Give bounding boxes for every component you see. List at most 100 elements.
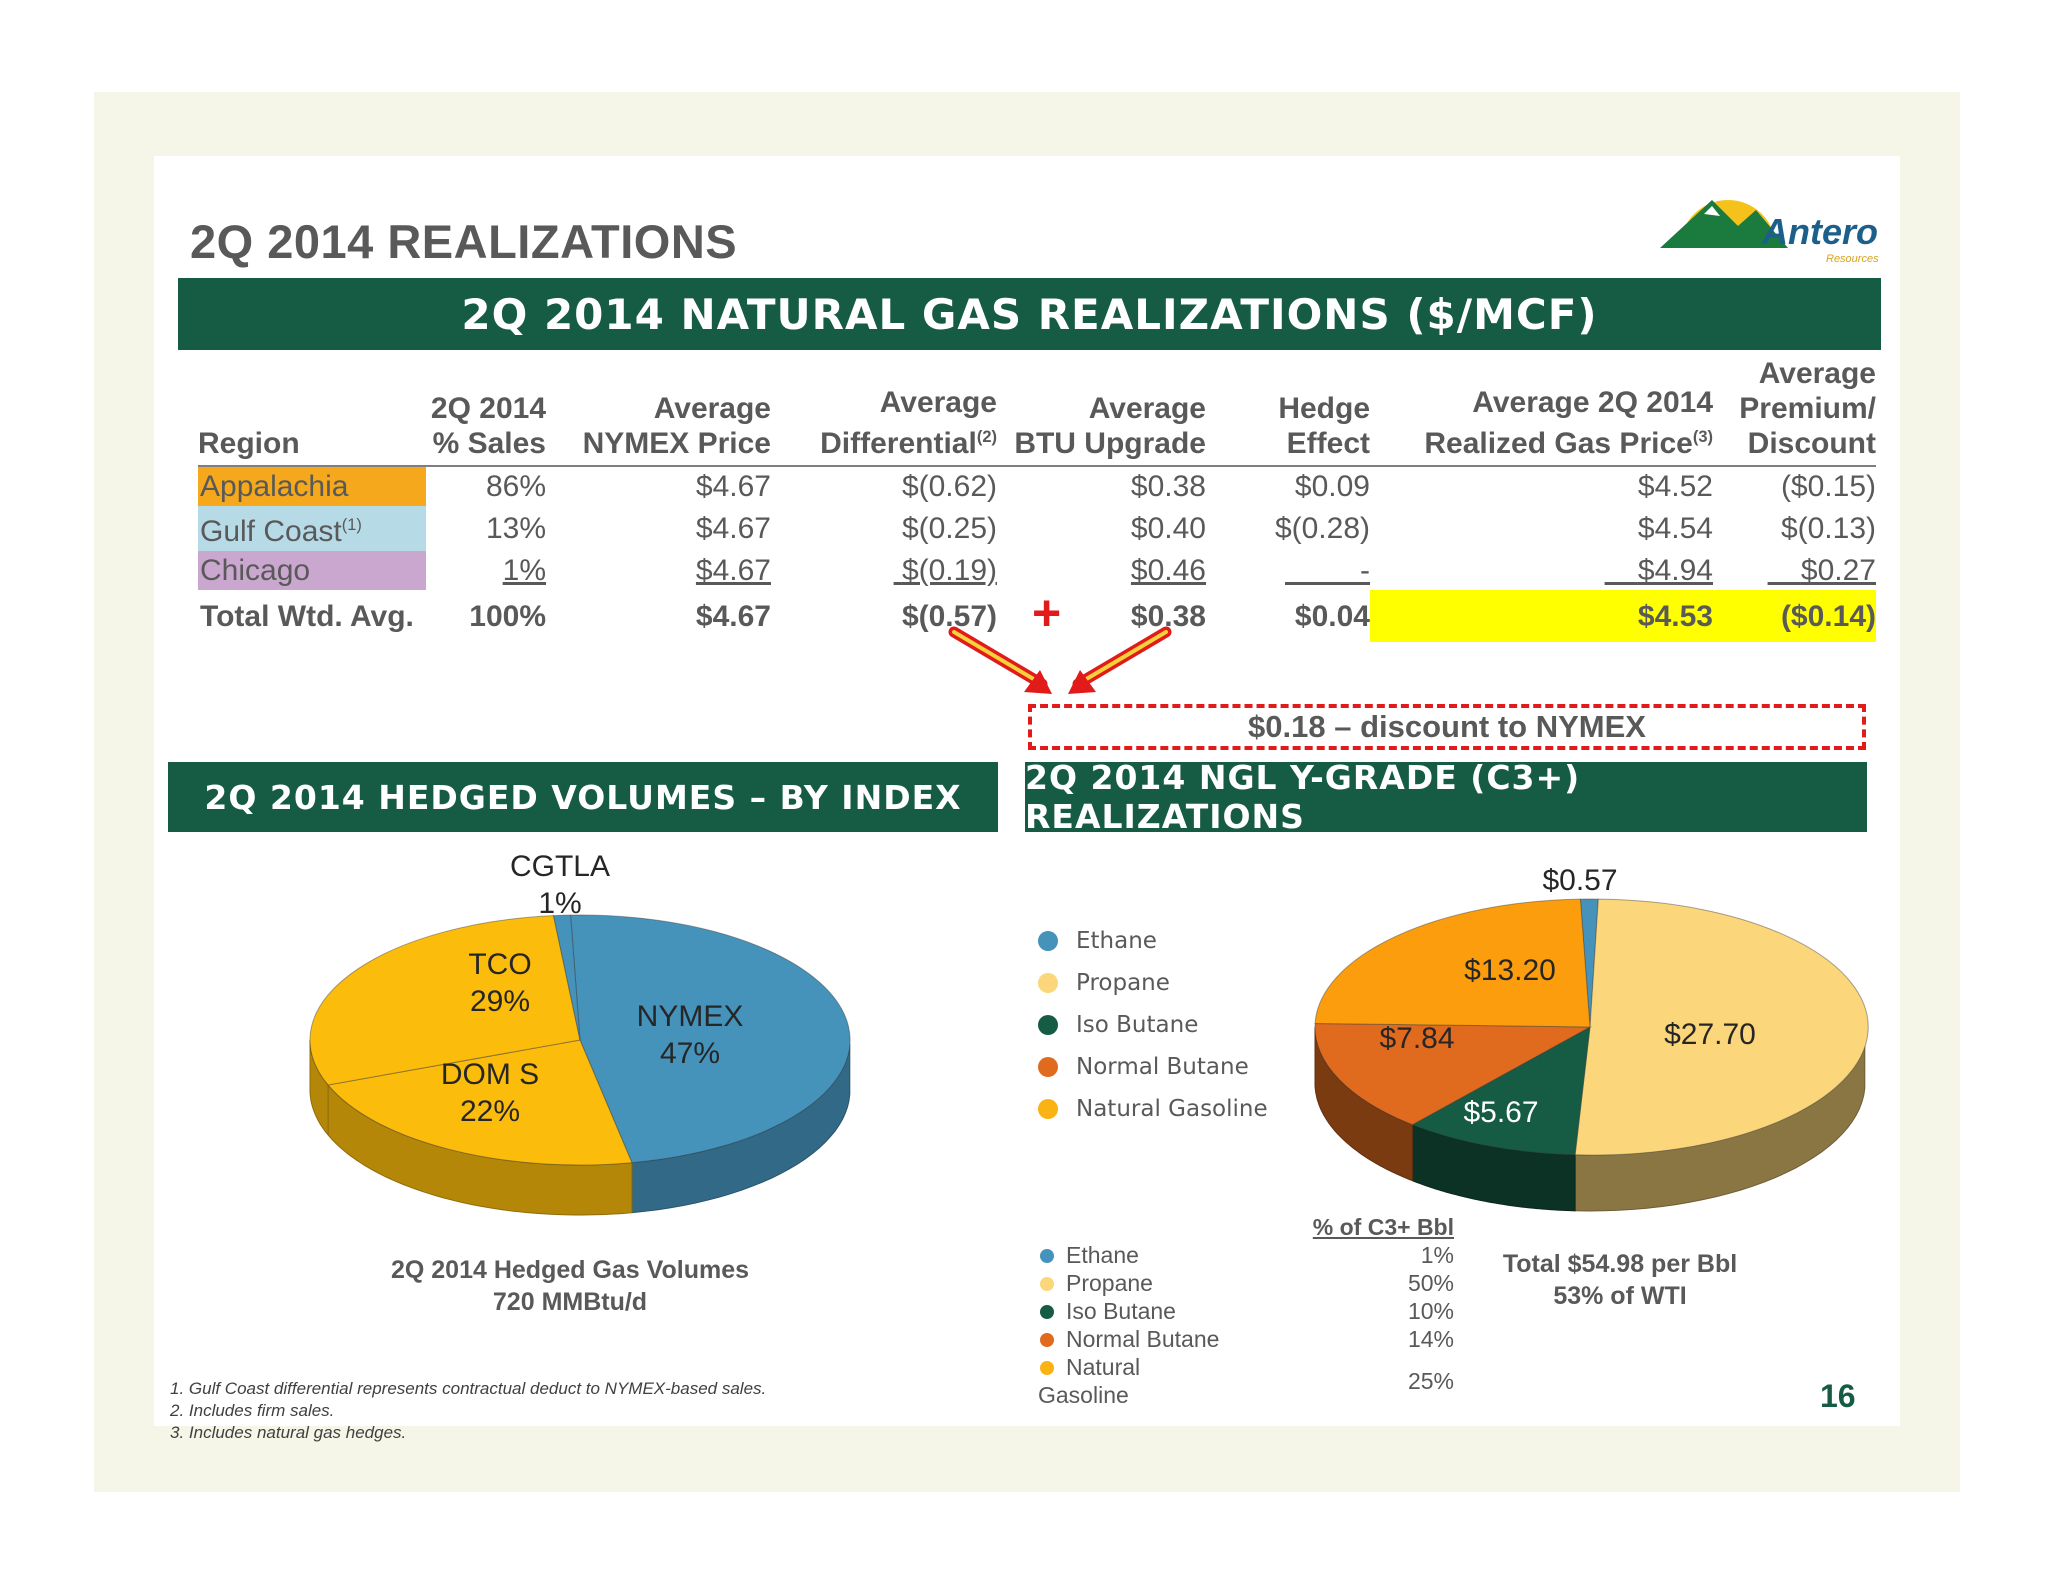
hedged-slice-nymex <box>570 914 851 1164</box>
hedge-cell: $(0.28) <box>1274 512 1370 545</box>
ngl-pie-chart <box>1314 898 1869 1212</box>
header-differential: Average Differential(2) <box>771 350 997 467</box>
plus-sign: + <box>1032 585 1062 641</box>
hedged-slice-tco <box>309 915 581 1086</box>
ngl-table-header: % of C3+ Bbl <box>1312 1214 1454 1240</box>
btu-cell: $0.40 <box>1130 512 1206 545</box>
ngl-slice-ethane <box>1579 898 1599 1028</box>
table-row: Propane 50% <box>1038 1269 1454 1297</box>
btu-cell: $0.38 <box>1130 599 1206 633</box>
ngl-side-normal-butane <box>1314 1027 1413 1182</box>
premium-cell: $(0.13) <box>1780 512 1876 545</box>
ngl-label-normal-butane: $7.84 <box>1379 1022 1455 1055</box>
footnote-3: 3. Includes natural gas hedges. <box>170 1423 407 1442</box>
ngl-slice-normal-butane <box>1314 1022 1592 1126</box>
table-header-row: % of C3+ Bbl <box>1038 1213 1454 1241</box>
total-row: Total Wtd. Avg. 100% $4.67 $(0.57) $0.38… <box>198 590 1876 642</box>
legend-item: Iso Butane <box>1038 1004 1268 1046</box>
sales-cell: 13% <box>485 512 546 545</box>
realized-cell: $4.54 <box>1637 512 1713 545</box>
footnotes: 1. Gulf Coast differential represents co… <box>170 1378 766 1444</box>
header-nymex: Average NYMEX Price <box>546 350 771 467</box>
sales-cell: 1% <box>502 554 546 587</box>
nymex-cell: $4.67 <box>695 470 771 503</box>
differential-cell: $(0.19) <box>901 554 997 587</box>
legend-item: Normal Butane <box>1038 1046 1268 1088</box>
antero-logo: Antero Resources <box>1660 200 1879 265</box>
nymex-cell: $4.67 <box>695 599 771 633</box>
btu-cell: $0.46 <box>1130 554 1206 587</box>
pie-label-tco: TCO 29% <box>468 948 532 1018</box>
table-row: Gulf Coast(1) 13% $4.67 $(0.25) $0.40 $(… <box>198 506 1876 551</box>
ngl-label-gasoline: $13.20 <box>1464 954 1556 987</box>
page-number: 16 <box>1820 1378 1856 1414</box>
legend-dot <box>1038 1099 1058 1119</box>
legend-item: Natural Gasoline <box>1038 1088 1268 1130</box>
arrow-left-icon <box>948 626 1052 694</box>
arrow-right-icon <box>1068 626 1172 694</box>
legend-dot <box>1040 1277 1054 1291</box>
realized-cell: $4.52 <box>1637 470 1713 503</box>
premium-cell: ($0.14) <box>1713 590 1876 642</box>
legend-dot <box>1040 1333 1054 1347</box>
nymex-cell: $4.67 <box>695 512 771 545</box>
realized-cell: $4.94 <box>1637 554 1713 587</box>
legend-item: Ethane <box>1038 920 1268 962</box>
nymex-cell: $4.67 <box>695 554 771 587</box>
hedged-volumes-band: 2Q 2014 HEDGED VOLUMES – BY INDEX <box>168 762 998 832</box>
ngl-label-iso-butane: $5.67 <box>1463 1096 1539 1129</box>
pie-label-cgtla: CGTLA 1% <box>509 850 611 920</box>
table-row: Normal Butane 14% <box>1038 1325 1454 1353</box>
total-label: Total Wtd. Avg. <box>200 599 414 633</box>
logo-peak-shape <box>1704 206 1720 216</box>
premium-cell: $0.27 <box>1800 554 1876 587</box>
realized-cell: $4.53 <box>1370 590 1713 642</box>
ngl-percent-table: % of C3+ Bbl Ethane 1% Propane 50% Iso But… <box>1038 1213 1454 1409</box>
ngl-realizations-band: 2Q 2014 NGL Y-GRADE (C3+) REALIZATIONS <box>1025 758 1867 836</box>
hedged-slice-dom-s <box>327 1039 633 1166</box>
table-row: Iso Butane 10% <box>1038 1297 1454 1325</box>
logo-subtext: Resources <box>1826 253 1879 265</box>
pie-label-doms: DOM S 22% <box>440 1058 540 1128</box>
ngl-label-propane: $27.70 <box>1664 1018 1756 1051</box>
logo-text: Antero <box>1761 211 1878 252</box>
differential-cell: $(0.62) <box>901 470 997 503</box>
hedge-cell: - <box>1360 554 1370 587</box>
table-row: Natural Gasoline 25% <box>1038 1354 1454 1408</box>
differential-cell: $(0.57) <box>901 599 997 633</box>
discount-note: $0.18 – discount to NYMEX <box>1248 709 1646 744</box>
legend-dot <box>1038 1057 1058 1077</box>
sales-cell: 86% <box>485 470 546 503</box>
legend-item: Propane <box>1038 962 1268 1004</box>
ngl-label-ethane: $0.57 <box>1542 864 1618 897</box>
ngl-slice-propane <box>1574 898 1869 1156</box>
hedged-pie-chart <box>309 914 851 1216</box>
header-region: Region <box>198 350 426 467</box>
legend-dot <box>1038 973 1058 993</box>
sales-cell: 100% <box>469 599 546 633</box>
table-row: Appalachia 86% $4.67 $(0.62) $0.38 $0.09… <box>198 466 1876 506</box>
arrows-graphic <box>948 626 1172 694</box>
footnote-2: 2. Includes firm sales. <box>170 1401 335 1420</box>
header-hedge: Hedge Effect <box>1206 350 1370 467</box>
legend-dot <box>1038 931 1058 951</box>
header-premium: Average Premium/Discount <box>1713 350 1876 467</box>
table-row: Ethane 1% <box>1038 1241 1454 1269</box>
region-cell: Chicago <box>198 551 426 590</box>
pie-label-nymex: NYMEX 47% <box>636 1000 744 1070</box>
footnote-1: 1. Gulf Coast differential represents co… <box>170 1379 767 1398</box>
region-cell: Gulf Coast(1) <box>198 506 426 551</box>
hedged-slice-cgtla <box>552 914 581 1041</box>
gas-realizations-table: Region 2Q 2014% Sales Average NYMEX Price… <box>198 350 1876 642</box>
discount-box <box>1028 704 1866 750</box>
header-realized: Average 2Q 2014 Realized Gas Price(3) <box>1370 350 1713 467</box>
region-cell: Appalachia <box>198 466 426 506</box>
header-sales: 2Q 2014% Sales <box>426 350 546 467</box>
ngl-legend: Ethane Propane Iso Butane Normal Butane … <box>1038 920 1268 1130</box>
table-header-row: Region 2Q 2014% Sales Average NYMEX Price… <box>198 350 1876 467</box>
btu-cell: $0.38 <box>1130 470 1206 503</box>
ngl-slice-iso-butane <box>1411 1026 1591 1156</box>
hedged-caption: 2Q 2014 Hedged Gas Volumes 720 MMBtu/d <box>390 1256 750 1316</box>
table-row: Chicago 1% $4.67 $(0.19) $0.46 - $4.94 $… <box>198 551 1876 590</box>
premium-cell: ($0.15) <box>1780 470 1876 503</box>
